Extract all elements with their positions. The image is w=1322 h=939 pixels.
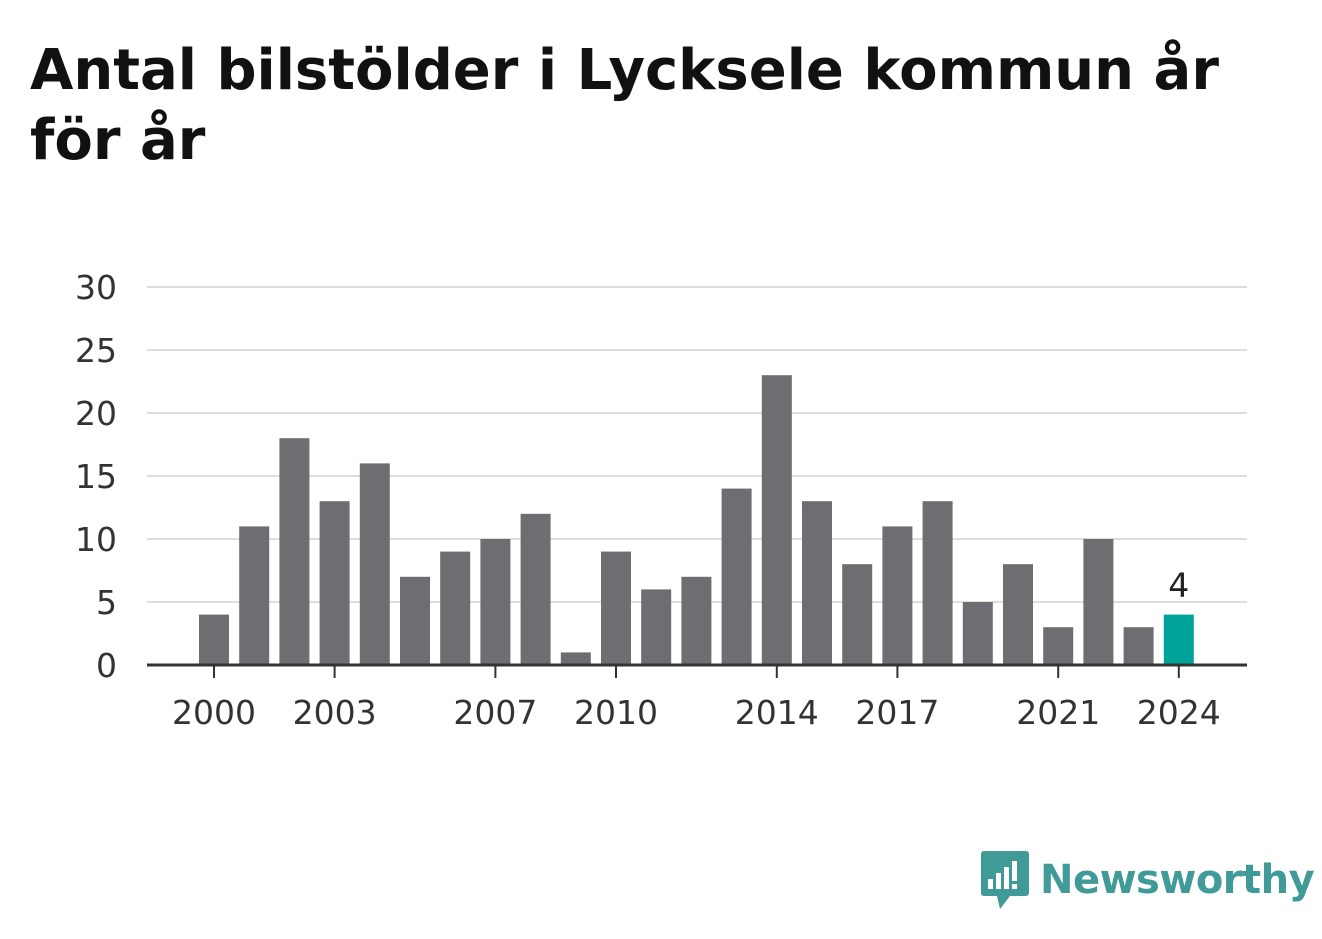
x-tick-label: 2000	[172, 693, 256, 732]
axes	[147, 663, 1247, 678]
x-tick-label: 2017	[855, 693, 939, 732]
bar-2006	[440, 551, 471, 665]
y-tick-label: 5	[96, 583, 117, 622]
bar-2012	[681, 576, 712, 665]
bar-2004	[359, 463, 390, 665]
bar-2017	[882, 526, 913, 665]
bar-2011	[641, 589, 672, 665]
bar-2018	[922, 501, 953, 665]
bar-2007	[480, 539, 511, 665]
bar-2021	[1043, 627, 1074, 665]
y-tick-label: 10	[75, 520, 117, 559]
bar-2009	[560, 652, 591, 665]
bar-2008	[520, 513, 551, 665]
x-tick-label: 2007	[453, 693, 537, 732]
bar-2020	[1003, 564, 1033, 665]
newsworthy-logo: Newsworthy	[980, 848, 1315, 912]
brand-name: Newsworthy	[1040, 857, 1315, 903]
grid-lines	[147, 286, 1247, 603]
x-tick-label: 2014	[735, 693, 819, 732]
y-tick-label: 20	[75, 394, 117, 433]
bar-2000	[199, 614, 229, 665]
x-tick-label: 2010	[574, 693, 658, 732]
bar-2010	[601, 551, 631, 665]
data-label-2024: 4	[1168, 566, 1189, 605]
bar-2005	[400, 576, 430, 665]
bar-2023	[1123, 627, 1154, 665]
bar-2015	[802, 501, 832, 665]
x-tick-label: 2024	[1137, 693, 1221, 732]
bar-chart: 0 5 10 15 20 25 30 4 2000 2003 2007 2010 2014 2017 202…	[75, 268, 1247, 732]
bar-2019	[962, 602, 993, 665]
bar-2001	[239, 526, 270, 665]
y-tick-label: 25	[75, 331, 117, 370]
chart-title: Antal bilstölder i Lycksele kommun år fö…	[30, 38, 1219, 173]
bar-2016	[842, 564, 873, 665]
x-tick-label: 2003	[293, 693, 377, 732]
bar-2024	[1163, 614, 1194, 665]
newsworthy-logo-icon	[981, 851, 1029, 909]
bar-2014	[761, 375, 792, 665]
bar-2003	[319, 501, 350, 665]
y-tick-label: 30	[75, 268, 117, 307]
bar-2013	[721, 488, 752, 665]
labels: 0 5 10 15 20 25 30 4 2000 2003 2007 2010 2014 2017 202…	[75, 268, 1221, 732]
y-tick-label: 15	[75, 457, 117, 496]
bar-2002	[279, 438, 310, 665]
bar-2022	[1083, 539, 1114, 665]
bars	[199, 375, 1194, 665]
x-tick-label: 2021	[1016, 693, 1100, 732]
y-tick-label: 0	[96, 646, 117, 685]
